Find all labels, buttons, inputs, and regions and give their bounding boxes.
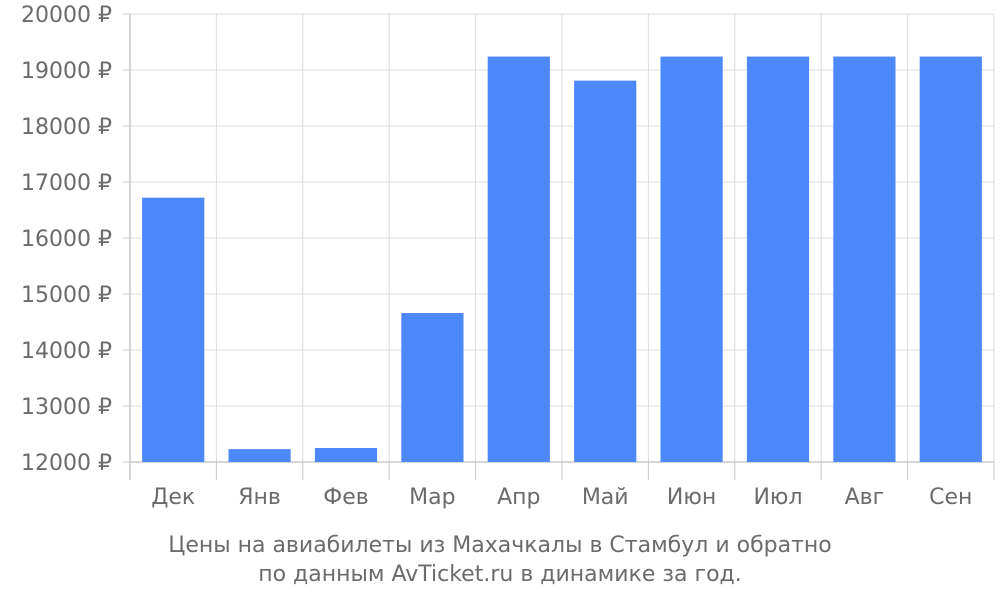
bar-1 <box>142 197 205 462</box>
bar-6 <box>574 80 637 462</box>
bar-7 <box>660 56 723 463</box>
x-tick-label: Мар <box>409 485 455 510</box>
y-tick-label: 17000 ₽ <box>21 171 112 196</box>
y-tick-label: 16000 ₽ <box>21 227 112 252</box>
y-tick-label: 14000 ₽ <box>21 339 112 364</box>
bar-4 <box>401 313 464 462</box>
chart-caption-line-1: Цены на авиабилеты из Махачкалы в Стамбу… <box>168 533 832 558</box>
y-tick-label: 15000 ₽ <box>21 283 112 308</box>
y-tick-label: 18000 ₽ <box>21 115 112 140</box>
bar-8 <box>746 56 810 463</box>
chart-caption-line-2: по данным AvTicket.ru в динамике за год. <box>258 562 742 587</box>
x-tick-label: Май <box>582 485 629 510</box>
bar-2 <box>228 449 291 462</box>
y-tick-label: 13000 ₽ <box>21 395 112 420</box>
bar-5 <box>487 56 550 463</box>
y-tick-label: 12000 ₽ <box>21 451 112 476</box>
x-tick-label: Сен <box>929 485 972 510</box>
x-tick-label: Дек <box>151 485 195 510</box>
y-tick-label: 20000 ₽ <box>21 3 112 28</box>
x-tick-label: Фев <box>323 485 368 510</box>
x-tick-label: Апр <box>497 485 540 510</box>
x-tick-label: Авг <box>845 485 885 510</box>
y-tick-label: 19000 ₽ <box>21 59 112 84</box>
bar-10 <box>919 56 982 463</box>
bar-9 <box>833 56 896 463</box>
bar-3 <box>314 448 378 462</box>
x-tick-label: Янв <box>238 485 281 510</box>
x-tick-label: Июл <box>753 485 802 510</box>
x-tick-label: Июн <box>667 485 716 510</box>
